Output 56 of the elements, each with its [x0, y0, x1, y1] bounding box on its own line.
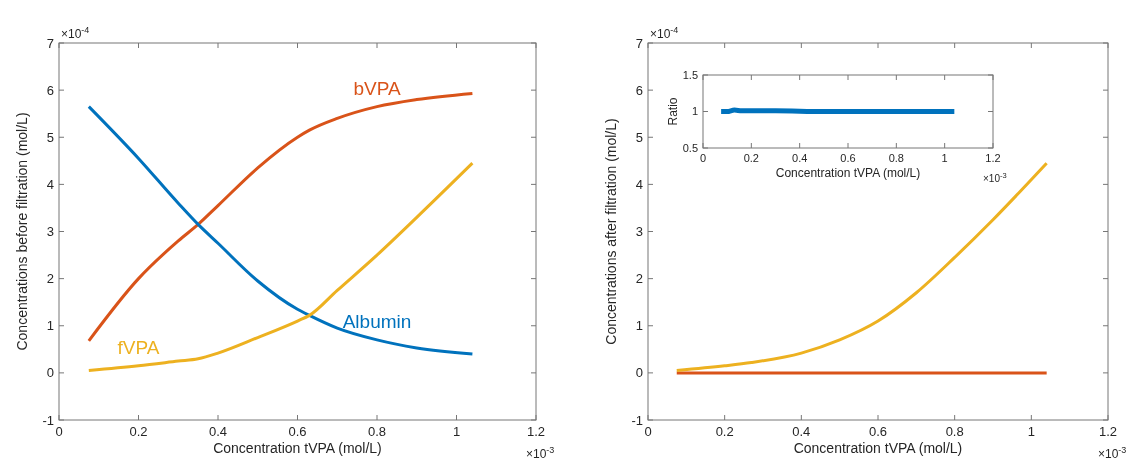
y-tick-label: 2: [635, 271, 643, 287]
y-tick-label: 3: [46, 224, 54, 240]
x-tick-label: 0.2: [743, 152, 759, 164]
y-tick-label: -1: [631, 412, 643, 428]
x-tick-label: 0.8: [367, 424, 387, 439]
x-tick-label: 0.6: [840, 152, 856, 164]
y-tick-label: 1.5: [682, 68, 698, 81]
y-tick-label: 1: [635, 318, 643, 334]
y-tick-label: 3: [635, 224, 643, 240]
x-tick-label: 1: [1027, 424, 1035, 439]
x-tick-label: 0.8: [888, 152, 904, 164]
y-tick-label: 5: [46, 129, 54, 145]
y-tick-label: 7: [635, 35, 643, 51]
series-label: Albumin: [342, 310, 412, 332]
x-tick-label: 1.2: [526, 424, 546, 439]
text: ×10$^{-4}$: [61, 25, 90, 41]
x-tick-label: 0: [699, 152, 707, 164]
y-tick-label: 7: [46, 35, 54, 51]
y-tick-label: 0: [635, 365, 643, 381]
x-tick-label: 0.6: [288, 424, 307, 439]
text: ×10$^{-4}$: [650, 25, 679, 41]
x-tick-label: 0.6: [868, 424, 888, 439]
x-tick-label: 1.2: [1098, 424, 1118, 439]
text: ×10$^{-3}$: [1098, 445, 1127, 460]
y-tick-label: 4: [635, 176, 643, 192]
x-tick-label: 0.2: [129, 424, 148, 439]
y-tick-label: 1: [46, 318, 54, 334]
x-tick-label: 1: [452, 424, 461, 439]
y-tick-label: 1: [691, 105, 698, 118]
y-tick-label: 2: [46, 271, 54, 287]
line-series: [675, 161, 1049, 373]
x-tick-label: 0.8: [945, 424, 964, 439]
line-series: [87, 161, 474, 373]
x-tick-label: 1: [941, 152, 948, 164]
y-tick-label: 6: [635, 82, 643, 98]
y-axis-title: Ratio: [666, 97, 680, 126]
y-tick-label: 0.5: [682, 141, 698, 154]
y-tick-label: 4: [46, 176, 54, 192]
x-tick-label: 0.4: [792, 424, 811, 439]
y-axis-title: Concentrations after filtration (mol/L): [603, 118, 619, 345]
series-label: bVPA: [353, 77, 401, 99]
x-tick-label: 1.2: [985, 152, 1001, 164]
y-tick-label: 6: [46, 82, 54, 98]
y-tick-label: 5: [635, 129, 643, 145]
y-axis-title: Concentrations before filtration (mol/L): [14, 112, 30, 351]
x-tick-label: 0.4: [792, 152, 808, 164]
x-tick-label: 0.4: [208, 424, 228, 439]
series-label: fVPA: [117, 336, 160, 358]
x-axis-title: Concentration tVPA (mol/L): [775, 166, 921, 180]
annotation: ×10$^{-3}$: [983, 170, 1007, 184]
x-axis-title: Concentration tVPA (mol/L): [793, 440, 963, 456]
y-tick-label: 0: [46, 365, 54, 381]
y-tick-label: -1: [42, 412, 54, 428]
x-tick-label: 0.2: [715, 424, 734, 439]
x-axis-title: Concentration tVPA (mol/L): [213, 440, 382, 456]
text: ×10$^{-3}$: [526, 445, 555, 460]
